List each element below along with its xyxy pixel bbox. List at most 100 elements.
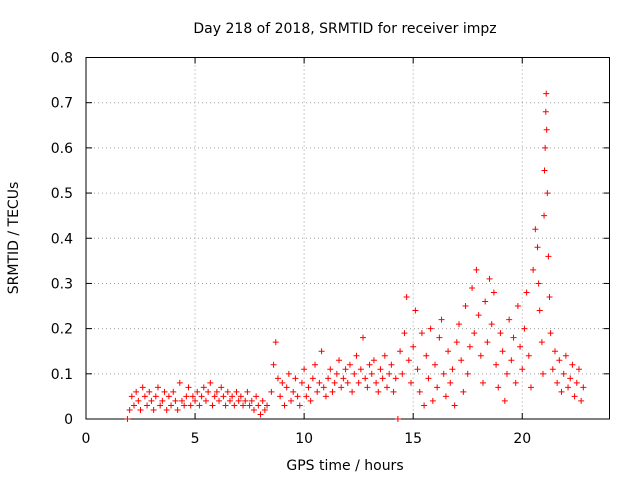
data-point <box>268 388 275 395</box>
data-point <box>394 416 401 422</box>
data-point <box>185 384 192 391</box>
data-point <box>370 357 377 364</box>
x-tick-label: 10 <box>295 431 313 447</box>
data-point <box>451 402 458 409</box>
data-point <box>338 384 345 391</box>
data-point <box>495 384 502 391</box>
data-point <box>401 330 408 337</box>
data-point <box>379 375 386 382</box>
data-point <box>525 352 532 359</box>
data-point <box>170 388 177 395</box>
data-point <box>541 167 548 174</box>
data-point <box>488 321 495 328</box>
x-tick-label: 5 <box>191 431 200 447</box>
data-point <box>542 108 549 115</box>
data-point <box>381 352 388 359</box>
y-tick-label: 0.3 <box>51 276 73 292</box>
data-point <box>202 397 209 404</box>
data-point <box>346 361 353 368</box>
x-tick-label: 15 <box>404 431 422 447</box>
data-point <box>429 397 436 404</box>
data-point <box>200 384 207 391</box>
data-point <box>466 343 473 350</box>
data-point <box>353 352 360 359</box>
y-tick-label: 0.4 <box>51 231 73 247</box>
data-point <box>205 388 212 395</box>
data-point <box>318 348 325 355</box>
data-point <box>447 379 454 386</box>
data-point <box>222 402 229 409</box>
data-point <box>464 370 471 377</box>
data-point <box>137 406 144 413</box>
data-point <box>349 388 356 395</box>
y-tick-label: 0.1 <box>51 367 73 383</box>
data-point <box>418 330 425 337</box>
data-point <box>314 388 321 395</box>
data-point <box>471 330 478 337</box>
data-point <box>521 325 528 332</box>
data-point <box>294 393 301 400</box>
data-point <box>255 402 262 409</box>
data-point <box>312 361 319 368</box>
data-point <box>231 402 238 409</box>
data-point <box>477 352 484 359</box>
y-tick-label: 0 <box>64 412 73 428</box>
data-point <box>390 388 397 395</box>
data-point <box>194 388 201 395</box>
data-point <box>351 370 358 377</box>
data-point <box>549 366 556 373</box>
data-point <box>198 393 205 400</box>
data-point <box>535 280 542 287</box>
data-point <box>144 402 151 409</box>
data-point <box>388 361 395 368</box>
data-point <box>425 375 432 382</box>
data-point <box>392 375 399 382</box>
data-point <box>558 388 565 395</box>
data-point <box>161 388 168 395</box>
data-point <box>233 388 240 395</box>
data-point <box>405 357 412 364</box>
data-point <box>360 334 367 341</box>
data-point <box>141 393 148 400</box>
data-point <box>536 307 543 314</box>
data-point <box>250 406 257 413</box>
data-point <box>479 379 486 386</box>
data-point <box>130 402 137 409</box>
y-tick-label: 0.5 <box>51 186 73 202</box>
data-point <box>539 370 546 377</box>
data-point <box>135 397 142 404</box>
data-point <box>475 312 482 319</box>
data-point <box>440 370 447 377</box>
data-point <box>342 366 349 373</box>
data-point <box>506 316 513 323</box>
data-point <box>187 402 194 409</box>
data-point <box>386 370 393 377</box>
data-point <box>578 397 585 404</box>
data-point <box>242 397 249 404</box>
data-point <box>327 366 334 373</box>
data-point <box>285 370 292 377</box>
data-point <box>218 384 225 391</box>
data-point <box>261 406 268 413</box>
data-point <box>257 411 264 418</box>
data-points <box>124 90 587 422</box>
data-point <box>126 406 133 413</box>
data-point <box>133 388 140 395</box>
data-point <box>322 393 329 400</box>
data-point <box>541 212 548 219</box>
data-point <box>209 402 216 409</box>
data-point <box>229 393 236 400</box>
data-point <box>562 352 569 359</box>
data-point <box>517 343 524 350</box>
data-point <box>329 388 336 395</box>
data-point <box>355 379 362 386</box>
data-point <box>462 303 469 310</box>
data-point <box>178 397 185 404</box>
data-point <box>436 334 443 341</box>
data-point <box>283 384 290 391</box>
data-point <box>368 370 375 377</box>
data-point <box>412 307 419 314</box>
data-point <box>364 384 371 391</box>
x-axis-label: GPS time / hours <box>286 458 403 474</box>
y-axis-label: SRMTID / TECUs <box>6 182 22 295</box>
